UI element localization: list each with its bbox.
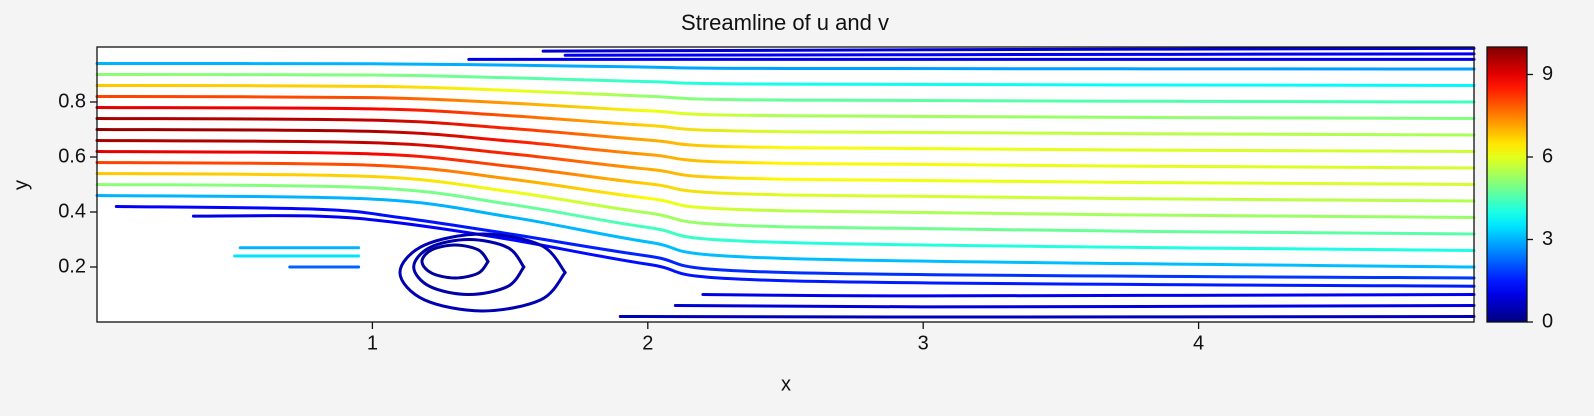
x-axis-label: x xyxy=(781,373,791,395)
chart-title: Streamline of u and v xyxy=(681,10,889,35)
colorbar-tick-label: 9 xyxy=(1542,63,1553,85)
colorbar-tick-label: 0 xyxy=(1542,310,1553,332)
x-tick-label: 3 xyxy=(918,332,929,354)
streamlines xyxy=(95,46,1476,319)
streamline xyxy=(95,172,1476,236)
streamline xyxy=(95,161,1476,219)
streamline xyxy=(95,117,1476,153)
streamline xyxy=(95,84,1476,104)
streamline xyxy=(191,214,1476,288)
streamline xyxy=(95,183,1476,252)
streamline xyxy=(673,304,1476,309)
streamline xyxy=(95,106,1476,137)
streamline xyxy=(95,194,1476,269)
x-tick-label: 2 xyxy=(642,332,653,354)
streamline xyxy=(618,315,1476,319)
y-tick-label: 0.6 xyxy=(58,145,86,167)
streamline xyxy=(420,243,490,280)
y-axis-label: y xyxy=(10,180,32,190)
x-tick-label: 4 xyxy=(1193,332,1204,354)
streamline xyxy=(95,139,1476,186)
streamline xyxy=(95,150,1476,203)
y-tick-label: 0.4 xyxy=(58,200,86,222)
streamline xyxy=(95,62,1476,71)
streamline xyxy=(541,46,1476,53)
streamline xyxy=(563,52,1476,57)
colorbar-tick-label: 3 xyxy=(1542,228,1553,250)
streamline xyxy=(95,73,1476,87)
x-tick-label: 1 xyxy=(367,332,378,354)
streamline xyxy=(95,95,1476,120)
y-tick-label: 0.2 xyxy=(58,255,86,277)
streamline xyxy=(701,293,1476,298)
streamline xyxy=(398,232,567,313)
streamline xyxy=(114,205,1476,280)
streamline xyxy=(412,237,526,297)
plot-frame xyxy=(96,46,1475,323)
colorbar xyxy=(1486,46,1528,323)
colorbar-tick-label: 6 xyxy=(1542,145,1553,167)
streamline xyxy=(95,128,1476,170)
y-tick-label: 0.8 xyxy=(58,90,86,112)
